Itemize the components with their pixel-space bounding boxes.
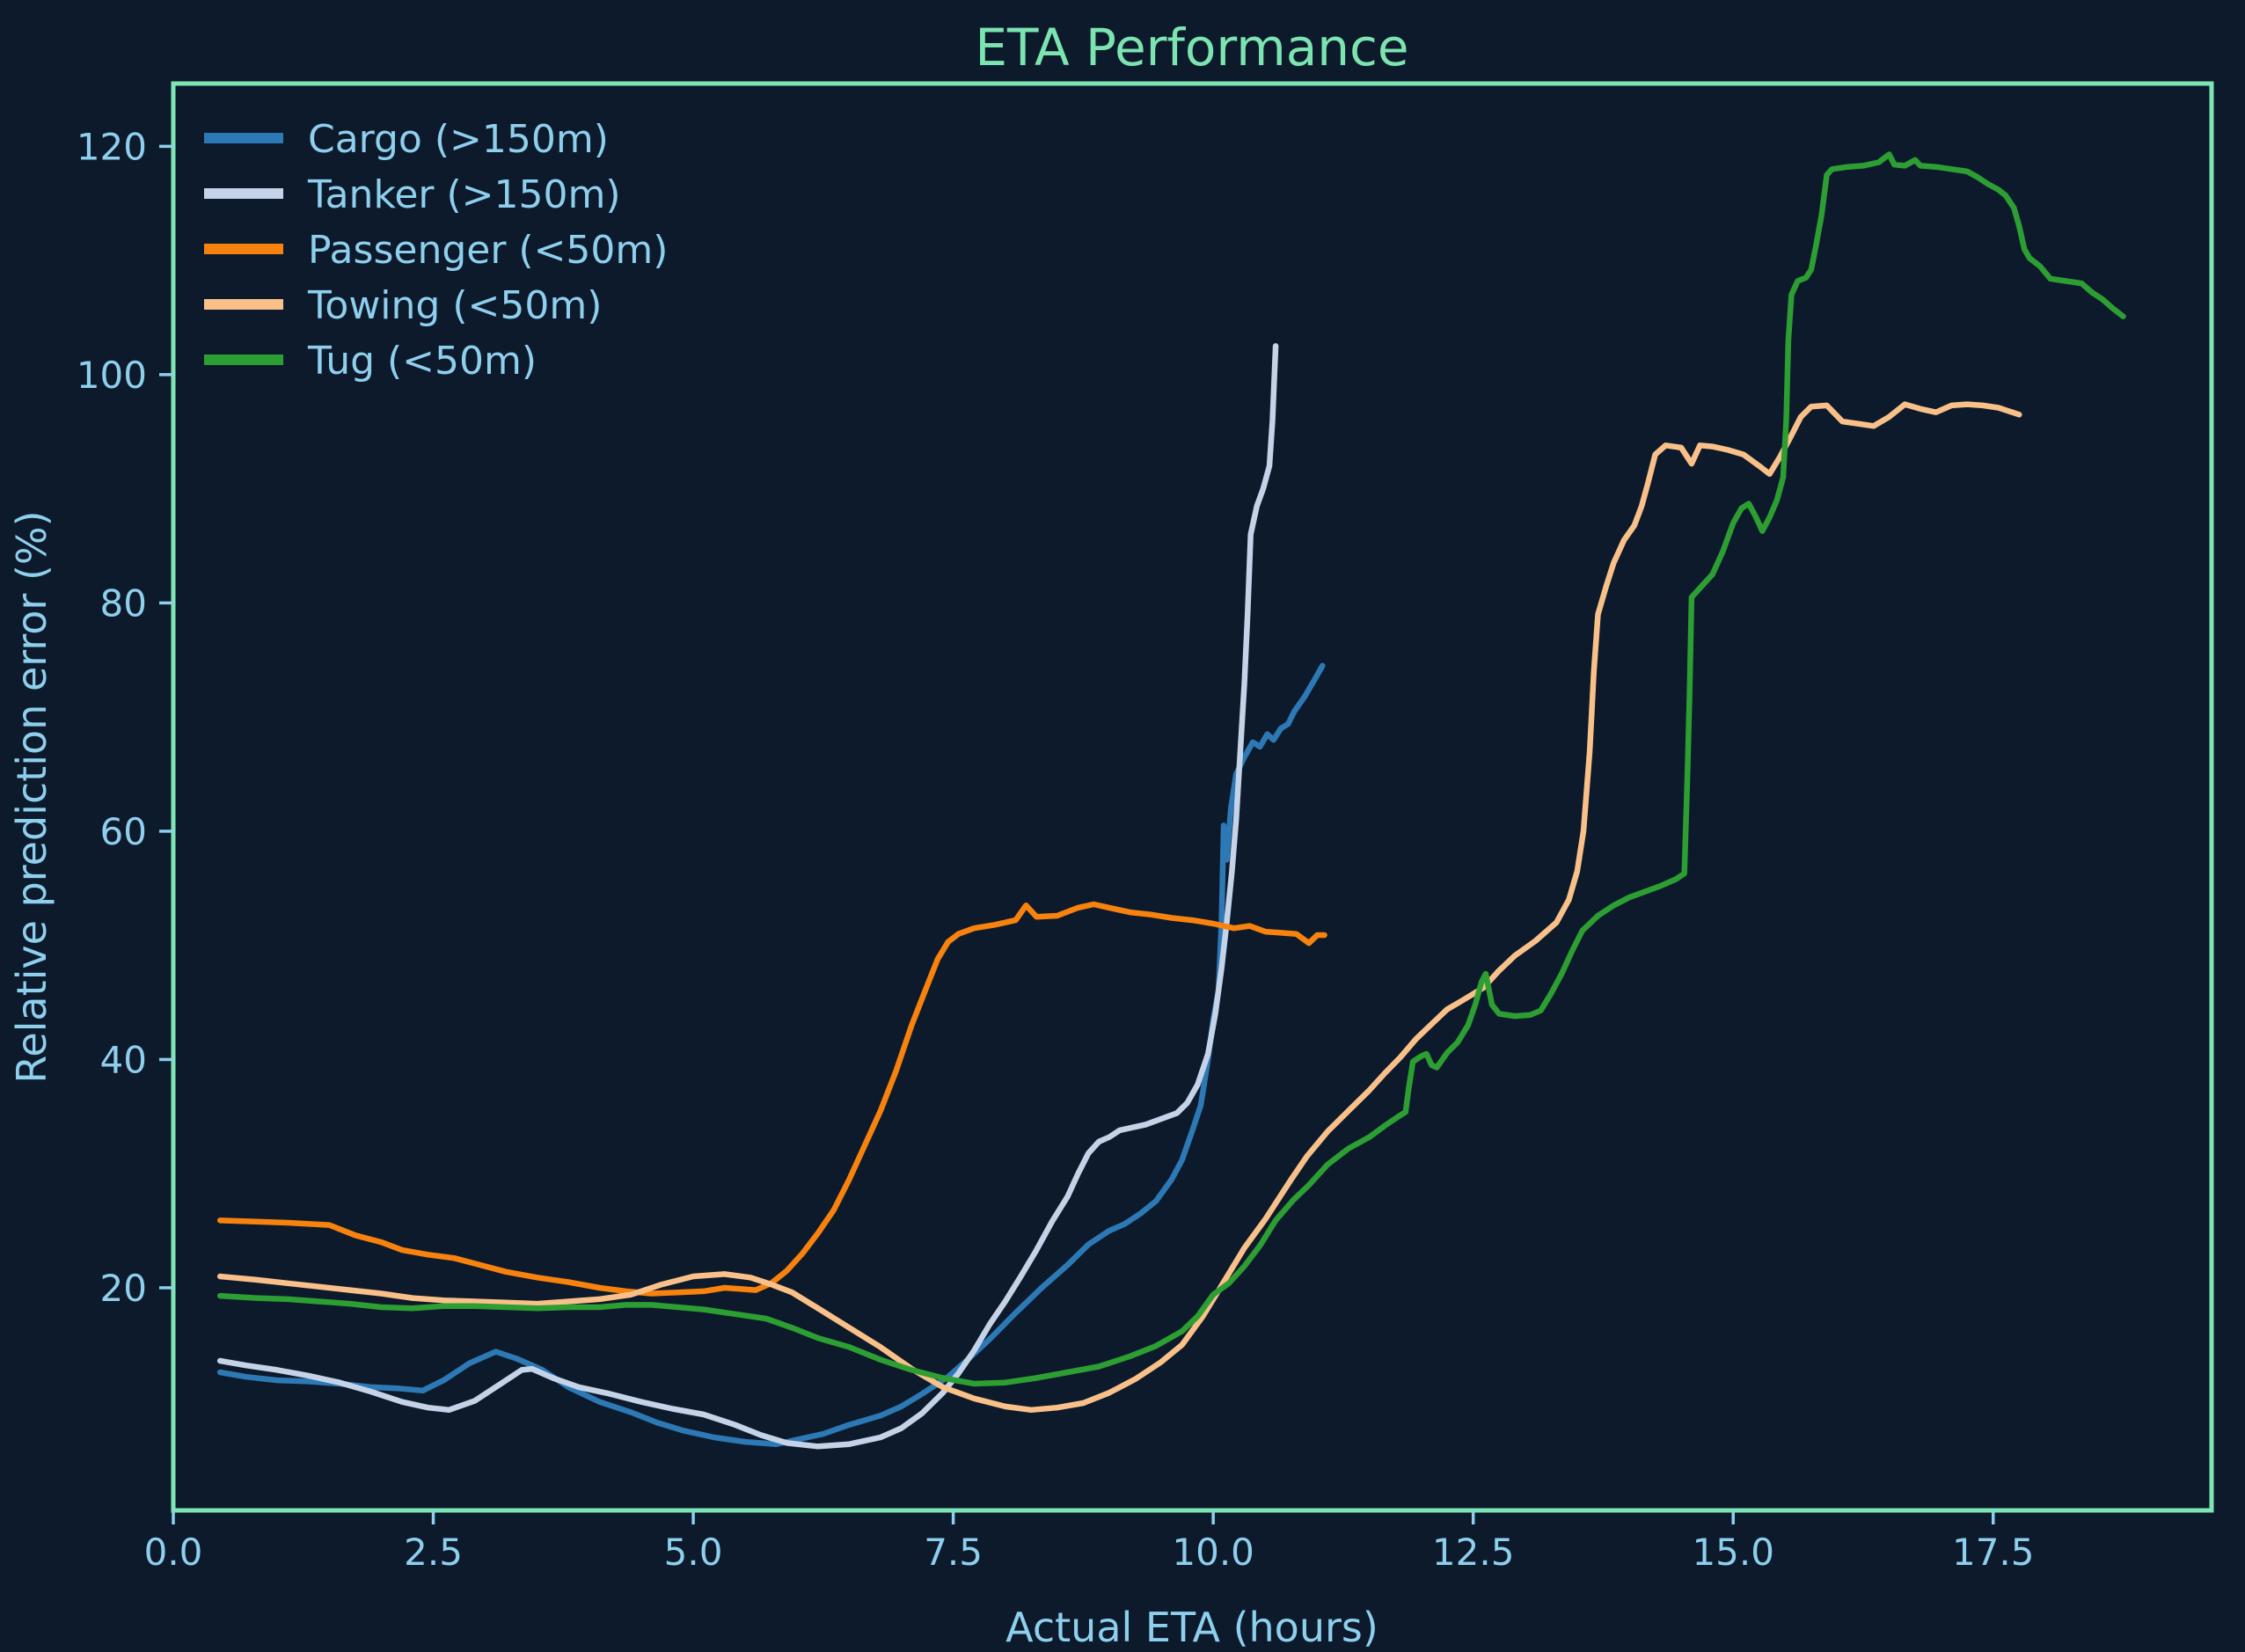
y-axis-label: Relative prediction error (%) (8, 510, 55, 1083)
x-axis-label: Actual ETA (hours) (1005, 1604, 1378, 1651)
plot-border (171, 81, 2214, 1513)
x-tick-label: 12.5 (1432, 1531, 1515, 1574)
x-tick-label: 0.0 (144, 1531, 203, 1574)
x-tick-label: 2.5 (404, 1531, 463, 1574)
series-line-tug (216, 151, 2126, 1387)
legend-label-passenger: Passenger (<50m) (308, 228, 668, 273)
y-tick-label: 80 (100, 581, 147, 625)
legend-label-cargo: Cargo (>150m) (308, 117, 609, 162)
legend-label-tug: Tug (<50m) (307, 339, 537, 384)
plot-render-layer: 0.0 2.5 5.0 7.5 10.0 12.5 15.0 17.5 20 40 60 80 100 1… (77, 81, 2214, 1574)
x-tick-label: 10.0 (1172, 1531, 1254, 1574)
series-line-tanker (216, 343, 1279, 1450)
series-line-passenger (216, 901, 1327, 1297)
x-tick-label: 5.0 (664, 1531, 723, 1574)
series-line-towing (216, 401, 2022, 1414)
y-tick-label: 100 (77, 354, 147, 397)
y-tick-label: 40 (100, 1038, 147, 1081)
legend-label-tanker: Tanker (>150m) (307, 172, 621, 217)
y-tick-label: 20 (100, 1267, 147, 1310)
legend-label-towing: Towing (<50m) (307, 283, 602, 328)
x-tick-label: 17.5 (1952, 1531, 2035, 1574)
y-tick-label: 60 (100, 810, 147, 853)
x-tick-label: 7.5 (924, 1531, 983, 1574)
chart-title: ETA Performance (975, 18, 1408, 77)
y-tick-label: 120 (77, 125, 147, 168)
series-line-cargo (216, 662, 1326, 1447)
x-tick-label: 15.0 (1692, 1531, 1774, 1574)
